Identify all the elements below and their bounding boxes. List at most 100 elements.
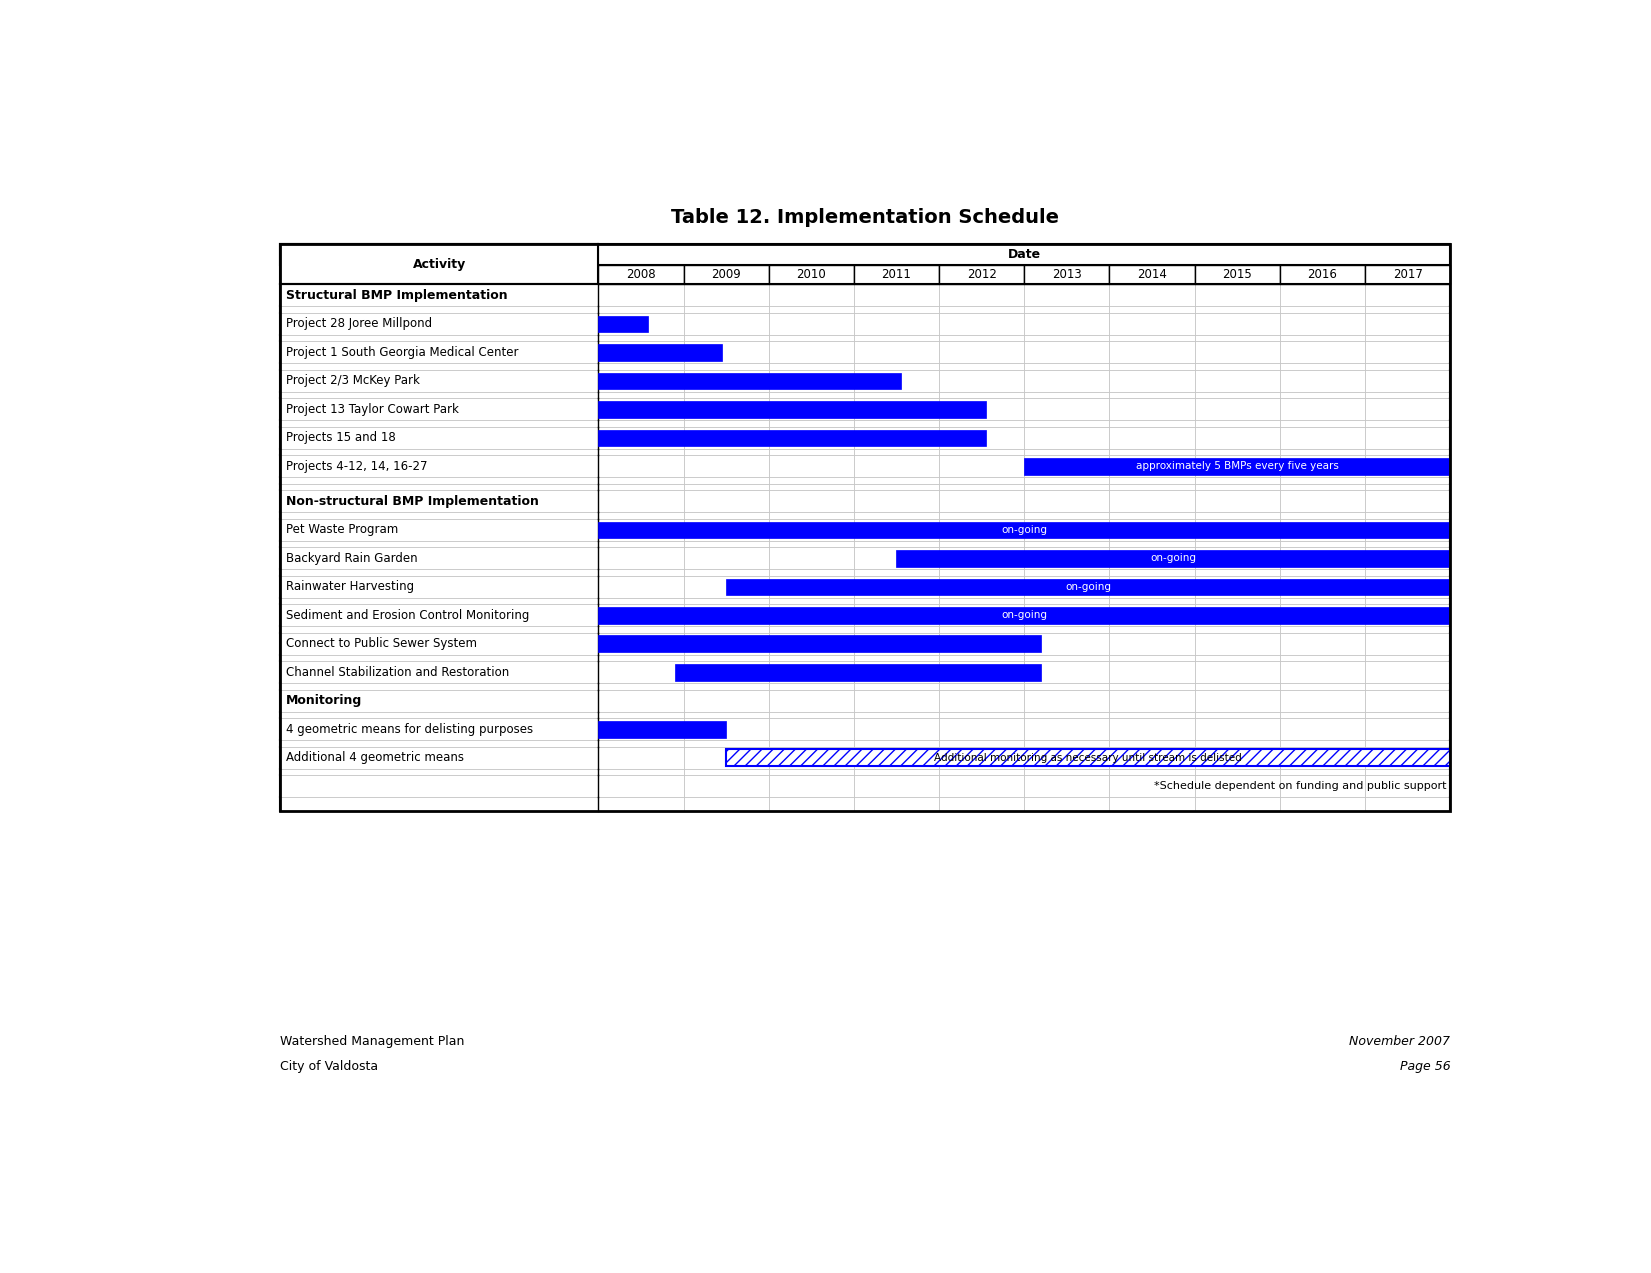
Bar bbox=[1365, 490, 1450, 512]
Bar bbox=[769, 662, 854, 684]
Bar bbox=[1109, 477, 1195, 484]
Bar bbox=[1365, 512, 1450, 519]
Bar bbox=[1024, 547, 1109, 569]
Bar bbox=[1195, 370, 1280, 392]
Bar bbox=[684, 575, 769, 598]
Bar bbox=[598, 684, 684, 690]
Bar bbox=[1024, 718, 1109, 741]
Bar bbox=[939, 598, 1024, 605]
Bar bbox=[939, 490, 1024, 512]
Bar bbox=[598, 747, 684, 769]
Bar bbox=[1195, 456, 1280, 477]
Bar bbox=[769, 747, 854, 769]
Bar bbox=[1109, 775, 1195, 797]
Bar bbox=[1024, 490, 1109, 512]
Bar bbox=[1109, 519, 1195, 541]
Bar bbox=[281, 690, 598, 712]
Bar bbox=[1024, 363, 1109, 370]
Bar bbox=[769, 313, 854, 335]
Bar bbox=[854, 426, 939, 449]
Bar bbox=[684, 747, 769, 769]
Text: *Schedule dependent on funding and public support: *Schedule dependent on funding and publi… bbox=[1154, 782, 1446, 792]
Bar bbox=[281, 490, 598, 512]
Text: November 2007: November 2007 bbox=[1349, 1035, 1450, 1048]
Bar bbox=[281, 284, 598, 307]
Bar bbox=[769, 512, 854, 519]
Bar bbox=[684, 547, 769, 569]
Text: Page 56: Page 56 bbox=[1400, 1060, 1450, 1073]
Bar bbox=[684, 690, 769, 712]
Bar bbox=[1109, 712, 1195, 718]
Bar bbox=[598, 370, 684, 392]
Bar bbox=[854, 341, 939, 363]
Bar bbox=[598, 547, 684, 569]
Bar bbox=[1280, 398, 1365, 420]
Bar bbox=[1195, 684, 1280, 690]
Bar bbox=[1280, 265, 1365, 284]
Bar bbox=[598, 607, 1450, 624]
Bar bbox=[1109, 605, 1195, 626]
Bar bbox=[684, 741, 769, 747]
Bar bbox=[939, 265, 1024, 284]
Bar bbox=[1365, 341, 1450, 363]
Bar bbox=[598, 741, 684, 747]
Bar bbox=[939, 519, 1024, 541]
Bar bbox=[598, 401, 986, 418]
Bar bbox=[1280, 392, 1365, 398]
Bar bbox=[1280, 654, 1365, 662]
Bar bbox=[1280, 797, 1365, 811]
Bar bbox=[598, 775, 684, 797]
Text: Projects 15 and 18: Projects 15 and 18 bbox=[286, 432, 396, 444]
Bar bbox=[598, 392, 684, 398]
Bar bbox=[1195, 392, 1280, 398]
Bar bbox=[1280, 335, 1365, 341]
Bar bbox=[1024, 654, 1109, 662]
Text: City of Valdosta: City of Valdosta bbox=[281, 1060, 378, 1073]
Bar bbox=[769, 598, 854, 605]
Bar bbox=[1365, 456, 1450, 477]
Bar bbox=[1109, 370, 1195, 392]
Bar bbox=[1365, 449, 1450, 456]
Text: Activity: Activity bbox=[413, 257, 466, 271]
Bar bbox=[1195, 741, 1280, 747]
Bar bbox=[769, 797, 854, 811]
Text: Additional 4 geometric means: Additional 4 geometric means bbox=[286, 751, 464, 764]
Bar bbox=[281, 243, 598, 284]
Bar bbox=[1024, 662, 1109, 684]
Bar bbox=[1365, 747, 1450, 769]
Bar bbox=[1024, 398, 1109, 420]
Bar bbox=[281, 398, 598, 420]
Bar bbox=[598, 420, 684, 426]
Bar bbox=[684, 335, 769, 341]
Bar bbox=[1365, 307, 1450, 313]
Text: Watershed Management Plan: Watershed Management Plan bbox=[281, 1035, 464, 1048]
Bar bbox=[726, 750, 1450, 766]
Bar bbox=[598, 363, 684, 370]
Bar bbox=[939, 712, 1024, 718]
Bar bbox=[1024, 456, 1109, 477]
Text: Pet Waste Program: Pet Waste Program bbox=[286, 523, 398, 536]
Bar bbox=[1109, 769, 1195, 775]
Bar bbox=[1195, 633, 1280, 654]
Bar bbox=[281, 477, 598, 484]
Bar bbox=[684, 370, 769, 392]
Bar bbox=[684, 541, 769, 547]
Bar bbox=[1024, 335, 1109, 341]
Text: 2012: 2012 bbox=[967, 269, 997, 281]
Text: 2010: 2010 bbox=[796, 269, 826, 281]
Bar bbox=[769, 775, 854, 797]
Text: 2017: 2017 bbox=[1393, 269, 1423, 281]
Bar bbox=[598, 662, 684, 684]
Bar bbox=[598, 484, 684, 490]
Bar bbox=[1280, 484, 1365, 490]
Bar bbox=[1109, 392, 1195, 398]
Bar bbox=[769, 547, 854, 569]
Bar bbox=[1195, 654, 1280, 662]
Bar bbox=[854, 605, 939, 626]
Bar bbox=[939, 769, 1024, 775]
Bar bbox=[1365, 363, 1450, 370]
Bar bbox=[1195, 420, 1280, 426]
Text: 2013: 2013 bbox=[1052, 269, 1081, 281]
Bar bbox=[1195, 490, 1280, 512]
Bar bbox=[598, 341, 684, 363]
